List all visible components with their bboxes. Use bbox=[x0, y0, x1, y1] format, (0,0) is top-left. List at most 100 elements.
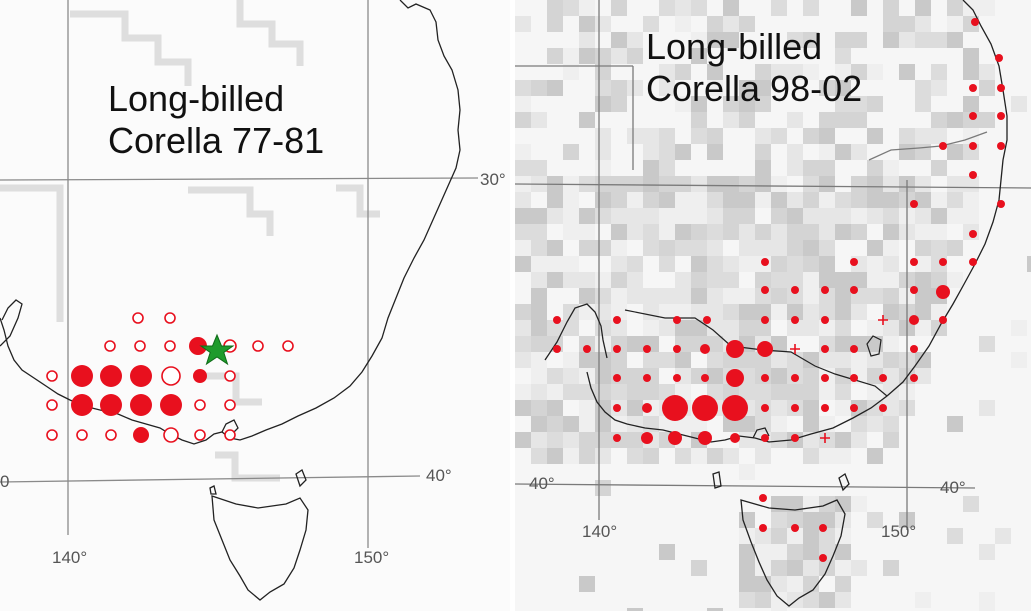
survey-cell bbox=[643, 320, 659, 336]
survey-cell bbox=[931, 208, 947, 224]
survey-cell bbox=[867, 256, 883, 272]
survey-cell bbox=[675, 192, 691, 208]
survey-cell bbox=[579, 400, 595, 416]
filled-circle-point bbox=[969, 258, 977, 266]
survey-cell bbox=[947, 112, 963, 128]
survey-cell bbox=[947, 528, 963, 544]
tick-lat-40: 40° bbox=[426, 466, 452, 485]
spencer-gulf bbox=[544, 303, 608, 361]
survey-cell bbox=[883, 256, 899, 272]
tick-lat-30: 30° bbox=[480, 170, 506, 189]
survey-cell bbox=[867, 64, 883, 80]
survey-cell bbox=[755, 272, 771, 288]
survey-cell bbox=[819, 304, 835, 320]
survey-cell bbox=[595, 160, 611, 176]
survey-cell bbox=[579, 576, 595, 592]
survey-cell bbox=[931, 160, 947, 176]
filled-circle-point bbox=[910, 345, 918, 353]
survey-cell bbox=[1027, 256, 1031, 272]
survey-cell bbox=[787, 112, 803, 128]
survey-cell bbox=[643, 128, 659, 144]
survey-cell bbox=[883, 304, 899, 320]
survey-cell bbox=[963, 64, 979, 80]
filled-circle-point bbox=[850, 374, 858, 382]
survey-cell bbox=[515, 240, 531, 256]
survey-cell bbox=[739, 288, 755, 304]
survey-cell bbox=[931, 128, 947, 144]
survey-cell bbox=[979, 80, 995, 96]
survey-cell bbox=[915, 16, 931, 32]
filled-circle-point bbox=[791, 316, 799, 324]
survey-cell bbox=[979, 64, 995, 80]
survey-cell bbox=[915, 368, 931, 384]
survey-cell bbox=[883, 32, 899, 48]
survey-cell bbox=[531, 288, 547, 304]
survey-cell bbox=[803, 576, 819, 592]
survey-cell bbox=[915, 80, 931, 96]
survey-cell bbox=[803, 432, 819, 448]
survey-cell bbox=[707, 224, 723, 240]
survey-cell bbox=[595, 128, 611, 144]
survey-cell bbox=[899, 144, 915, 160]
survey-cell bbox=[867, 176, 883, 192]
tasmania bbox=[740, 499, 846, 607]
map-98-02 bbox=[515, 0, 1031, 611]
survey-cell bbox=[595, 320, 611, 336]
survey-cell bbox=[563, 272, 579, 288]
survey-cell bbox=[787, 144, 803, 160]
survey-cell bbox=[707, 192, 723, 208]
survey-cell bbox=[515, 80, 531, 96]
survey-cell bbox=[835, 432, 851, 448]
survey-cell bbox=[915, 320, 931, 336]
survey-cell bbox=[803, 560, 819, 576]
survey-cell bbox=[515, 432, 531, 448]
survey-cell bbox=[771, 240, 787, 256]
survey-cell bbox=[739, 384, 755, 400]
survey-cell bbox=[531, 432, 547, 448]
survey-cell bbox=[771, 544, 787, 560]
filled-circle-point bbox=[850, 404, 858, 412]
survey-cell bbox=[883, 160, 899, 176]
survey-cell bbox=[643, 16, 659, 32]
survey-cell bbox=[899, 16, 915, 32]
survey-cell bbox=[691, 240, 707, 256]
survey-cell bbox=[803, 448, 819, 464]
survey-cell bbox=[563, 416, 579, 432]
survey-cell bbox=[851, 432, 867, 448]
survey-cell bbox=[803, 304, 819, 320]
survey-cell bbox=[707, 304, 723, 320]
survey-cell bbox=[803, 224, 819, 240]
survey-cell bbox=[547, 416, 563, 432]
survey-cell bbox=[947, 192, 963, 208]
survey-cell bbox=[755, 176, 771, 192]
survey-cell bbox=[979, 112, 995, 128]
open-circle-point bbox=[46, 429, 58, 441]
survey-cell bbox=[643, 384, 659, 400]
survey-cell bbox=[739, 224, 755, 240]
survey-cells bbox=[515, 0, 1031, 611]
survey-cell bbox=[883, 176, 899, 192]
filled-circle-point bbox=[703, 316, 711, 324]
survey-cell bbox=[627, 432, 643, 448]
survey-cell bbox=[851, 304, 867, 320]
survey-cell bbox=[947, 176, 963, 192]
filled-circle-point bbox=[759, 524, 767, 532]
survey-cell bbox=[563, 0, 579, 16]
filled-circle-point bbox=[995, 54, 1003, 62]
tick-lon-150: 150° bbox=[881, 522, 917, 541]
survey-cell bbox=[547, 384, 563, 400]
survey-cell bbox=[691, 48, 707, 64]
survey-cell bbox=[595, 432, 611, 448]
filled-circle-point bbox=[910, 200, 918, 208]
survey-cell bbox=[771, 592, 787, 608]
survey-cell bbox=[915, 240, 931, 256]
filled-circle-point bbox=[997, 84, 1005, 92]
filled-circle-point bbox=[643, 374, 651, 382]
king-island bbox=[712, 471, 722, 489]
survey-cell bbox=[947, 16, 963, 32]
survey-cell bbox=[931, 240, 947, 256]
survey-cell bbox=[659, 128, 675, 144]
survey-cell bbox=[787, 160, 803, 176]
survey-cell bbox=[851, 96, 867, 112]
survey-cell bbox=[707, 64, 723, 80]
